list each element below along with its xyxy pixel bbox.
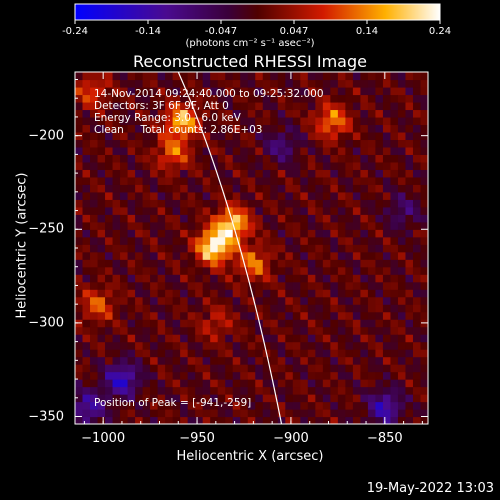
energy-range-label: Energy Range: 3.0 - 6.0 keV	[94, 112, 241, 124]
axis-ticks	[75, 72, 428, 424]
x-axis-label: Heliocentric X (arcsec)	[176, 449, 324, 464]
x-tick-label: −950	[179, 431, 215, 446]
colorbar-tick-label: -0.047	[204, 26, 238, 37]
colorbar-ticks	[74, 20, 441, 24]
solar-limb-line	[177, 72, 283, 424]
datestamp: 19-May-2022 13:03	[366, 481, 494, 496]
colorbar-tick-label: 0.14	[355, 26, 379, 37]
colorbar	[74, 3, 441, 21]
y-tick-label: −350	[28, 409, 64, 424]
colorbar-units: (photons cm⁻² s⁻¹ asec⁻²)	[185, 38, 315, 49]
colorbar-tick-label: -0.14	[135, 26, 161, 37]
counts-label: Clean Total counts: 2.86E+03	[94, 124, 263, 136]
x-tick-label: −900	[273, 431, 309, 446]
chart-title: Reconstructed RHESSI Image	[133, 52, 367, 71]
y-axis-label: Heliocentric Y (arcsec)	[14, 172, 30, 319]
colorbar-tick-label: 0.047	[279, 26, 309, 37]
heatmap-image	[75, 72, 428, 424]
colorbar-tick-label: 0.24	[428, 26, 452, 37]
y-tick-label: −250	[28, 221, 64, 237]
time-range-label: 14-Nov-2014 09:24:40.000 to 09:25:32.000	[94, 88, 324, 100]
colorbar-tick-label: -0.24	[62, 26, 88, 37]
peak-position-label: Position of Peak = [-941,-259]	[94, 397, 252, 409]
y-tick-label: −300	[28, 315, 64, 331]
y-tick-label: −200	[28, 128, 64, 144]
x-tick-label: −850	[366, 431, 403, 446]
x-tick-label: −1000	[81, 431, 126, 446]
detectors-label: Detectors: 3F 6F 9F, Att 0	[94, 100, 229, 112]
